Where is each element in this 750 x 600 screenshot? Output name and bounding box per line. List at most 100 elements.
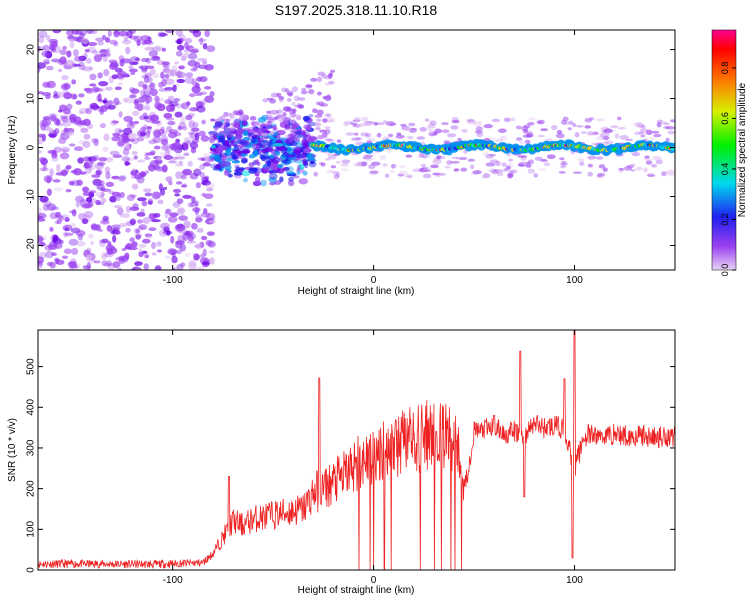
spectrogram-cell: [602, 167, 608, 172]
spectrogram-cell: [645, 129, 653, 136]
spectrogram-cell: [192, 207, 201, 213]
spectrogram-cell: [52, 94, 60, 99]
snr-xtick-label: 100: [566, 575, 583, 586]
spectrogram-cell: [63, 83, 68, 89]
spectrogram-cell: [140, 64, 149, 71]
spectrogram-cell: [109, 39, 118, 45]
spectrogram-cell: [303, 143, 310, 149]
spectrogram-cell: [180, 175, 186, 179]
spectrogram-cell: [169, 212, 179, 217]
spectrogram-cell: [190, 127, 200, 132]
spectrogram-cell: [49, 168, 54, 177]
spectrogram-cell: [90, 223, 98, 230]
spectrogram-cell: [64, 232, 74, 237]
spectrogram-cell: [98, 157, 107, 162]
spectrogram-cell: [168, 101, 179, 107]
spectrogram-cell: [289, 118, 297, 124]
spectrogram-cell: [599, 135, 607, 138]
spectrogram-cell: [86, 30, 94, 34]
spectrogram-cell: [81, 66, 92, 72]
spectrogram-cell: [301, 129, 306, 136]
spectrogram-cell: [181, 126, 188, 131]
spectrogram-cell: [167, 120, 176, 126]
spectrogram-cell: [95, 191, 103, 197]
spectrogram-cell: [199, 163, 206, 170]
spectrogram-cell: [482, 152, 490, 156]
spectrogram-cell: [276, 92, 282, 98]
spectrogram-cell: [178, 65, 185, 70]
spectrogram-cell: [282, 112, 287, 117]
spectrogram-cell: [191, 196, 196, 204]
spectrogram-cell: [41, 118, 52, 127]
spectrogram-cell: [193, 168, 202, 177]
spectrogram-cell: [143, 75, 150, 84]
spectrogram-cell: [59, 214, 69, 219]
spectrogram-cell: [42, 81, 51, 88]
spectrogram-cell: [99, 49, 109, 54]
spectrogram-cell: [138, 243, 147, 249]
spectrogram-cell: [587, 163, 593, 168]
spectrogram-cell: [108, 59, 118, 64]
spectrogram-cell: [130, 71, 136, 76]
spectrogram-cell: [639, 132, 646, 138]
spectrogram-cell: [64, 218, 70, 222]
spectrogram-cell: [192, 66, 198, 71]
spectrogram-cell: [69, 265, 78, 269]
spectrogram-cell: [156, 241, 162, 247]
spectrogram-cell: [324, 82, 330, 86]
spectrogram-cell: [119, 174, 127, 180]
spectrogram-cell: [270, 92, 279, 98]
spectrogram-cell: [89, 83, 97, 87]
spectrogram-cell: [144, 105, 151, 111]
spectrogram-cell: [169, 249, 178, 255]
spectrogram-cell: [451, 116, 459, 123]
spectrogram-cell: [129, 206, 140, 212]
spectrogram-cell: [297, 152, 302, 156]
spectrogram-cell: [64, 82, 72, 89]
spectrogram-cell: [592, 131, 599, 136]
spectrogram-cell: [111, 120, 119, 124]
spectrogram-cell: [46, 176, 52, 184]
spectrogram-cell: [68, 180, 75, 186]
spectrogram-cell: [231, 114, 237, 119]
spectrogram-cell: [248, 168, 258, 174]
spectrogram-cell: [555, 133, 565, 139]
spectrogram-cell: [164, 210, 169, 219]
spectrogram-cell: [391, 163, 397, 168]
spectrogram-cell: [172, 188, 182, 194]
spectrogram-cell: [68, 34, 76, 43]
spectrogram-cell: [213, 154, 221, 162]
spectrogram-cell: [114, 86, 122, 91]
spectrogram-cell: [595, 135, 605, 141]
spectrogram-cell: [171, 256, 178, 264]
spectrogram-cell: [278, 117, 285, 123]
spectrogram-cell: [89, 66, 94, 70]
spectrogram-cell: [61, 255, 69, 259]
spectrogram-cell: [198, 130, 206, 137]
spectrogram-cell: [328, 80, 335, 85]
spectrogram-cell: [147, 125, 152, 134]
spectrogram-cell: [202, 162, 211, 167]
spectrogram-cell: [108, 63, 119, 71]
spectrogram-cell: [340, 163, 349, 167]
spectrogram-cell: [151, 191, 161, 200]
spectrogram-cell: [574, 132, 580, 138]
spectrogram-cell: [75, 100, 82, 105]
snr-ylabel: SNR (10 * v/v): [7, 418, 18, 482]
spectrogram-cell: [422, 173, 432, 179]
spectrogram-cell: [146, 36, 152, 42]
spectrogram-cell: [178, 243, 183, 251]
spectrogram-cell: [508, 158, 513, 162]
spectrogram-cell: [321, 132, 328, 138]
spectrogram-cell: [472, 170, 482, 175]
spectrogram-cell: [605, 132, 611, 137]
spectrogram-cell: [145, 97, 150, 105]
spectrogram-cell: [65, 165, 72, 170]
spectrogram-cell: [180, 262, 186, 268]
spectrogram-cell: [460, 167, 468, 172]
spectrogram-cell: [151, 120, 161, 124]
spectrogram-cell: [249, 116, 257, 121]
spectrogram-cell: [160, 222, 170, 230]
spectrogram-cell: [405, 127, 413, 132]
spectrogram-cell: [175, 240, 185, 245]
